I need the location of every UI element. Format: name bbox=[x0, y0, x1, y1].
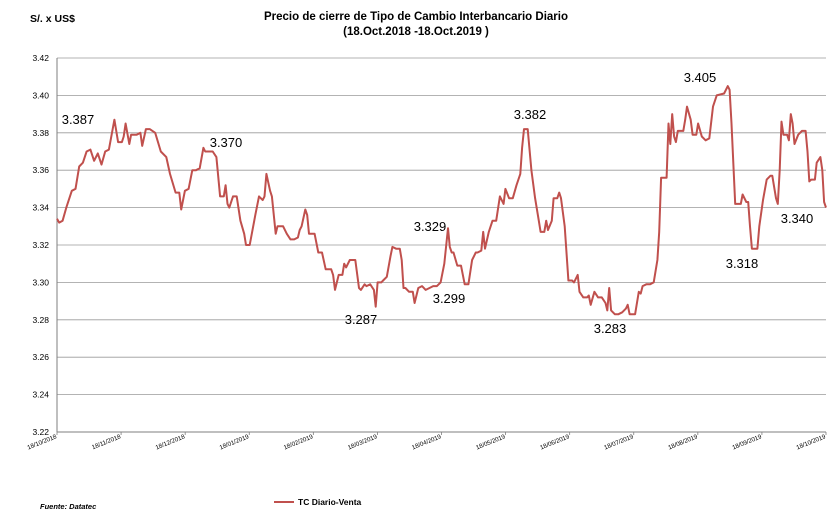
y-tick-label: 3.38 bbox=[32, 128, 49, 138]
data-annotation: 3.283 bbox=[594, 321, 627, 336]
y-tick-label: 3.26 bbox=[32, 352, 49, 362]
x-axis-tick-labels: 18/10/2018 18/11/2018 18/12/2018 18/01/2019… bbox=[26, 433, 827, 451]
y-tick-label: 3.30 bbox=[32, 277, 49, 287]
legend: TC Diario-Venta bbox=[274, 497, 362, 507]
y-tick-label: 3.42 bbox=[32, 53, 49, 63]
y-axis-tick-labels: 3.22 3.24 3.26 3.28 3.30 3.32 3.34 3.36 3.38 3.40… bbox=[32, 53, 49, 437]
data-annotation: 3.405 bbox=[684, 70, 717, 85]
y-tick-label: 3.22 bbox=[32, 427, 49, 437]
axes bbox=[56, 58, 827, 435]
x-tick-label: 18/06/2019 bbox=[539, 433, 571, 451]
legend-label: TC Diario-Venta bbox=[298, 497, 362, 507]
chart-title: Precio de cierre de Tipo de Cambio Inter… bbox=[264, 11, 568, 23]
data-annotations: 3.387 3.370 3.287 3.329 3.299 3.382 3.283 3.405… bbox=[62, 70, 814, 336]
data-annotation: 3.382 bbox=[514, 107, 547, 122]
y-tick-label: 3.32 bbox=[32, 240, 49, 250]
data-annotation: 3.329 bbox=[414, 219, 447, 234]
x-tick-label: 18/11/2018 bbox=[91, 433, 122, 451]
data-annotation: 3.299 bbox=[433, 291, 466, 306]
y-tick-label: 3.34 bbox=[32, 203, 49, 213]
series-layer bbox=[56, 85, 827, 316]
data-annotation: 3.370 bbox=[210, 135, 243, 150]
data-annotation: 3.387 bbox=[62, 112, 95, 127]
x-tick-label: 18/07/2019 bbox=[603, 433, 635, 451]
x-tick-label: 18/05/2019 bbox=[475, 433, 507, 451]
y-axis-unit-label: S/. x US$ bbox=[30, 13, 75, 25]
data-annotation: 3.287 bbox=[345, 312, 378, 327]
chart-subtitle: (18.Oct.2018 -18.Oct.2019 ) bbox=[343, 26, 489, 38]
source-note: Fuente: Datatec bbox=[40, 502, 97, 510]
data-annotation: 3.340 bbox=[781, 211, 814, 226]
x-tick-label: 18/04/2019 bbox=[411, 433, 443, 451]
x-tick-label: 18/01/2019 bbox=[219, 433, 251, 451]
x-tick-label: 18/03/2019 bbox=[347, 433, 379, 451]
x-tick-label: 18/02/2019 bbox=[283, 433, 315, 451]
x-tick-label: 18/10/2019 bbox=[795, 433, 827, 451]
x-tick-label: 18/08/2019 bbox=[667, 433, 699, 451]
x-tick-label: 18/12/2018 bbox=[155, 433, 187, 451]
y-tick-label: 3.24 bbox=[32, 390, 49, 400]
y-tick-label: 3.28 bbox=[32, 315, 49, 325]
gridlines bbox=[57, 57, 826, 433]
y-tick-label: 3.40 bbox=[32, 90, 49, 100]
series-line-tc-diario-venta bbox=[56, 85, 827, 316]
x-tick-label: 18/09/2019 bbox=[731, 433, 763, 451]
y-tick-label: 3.36 bbox=[32, 165, 49, 175]
data-annotation: 3.318 bbox=[726, 256, 759, 271]
